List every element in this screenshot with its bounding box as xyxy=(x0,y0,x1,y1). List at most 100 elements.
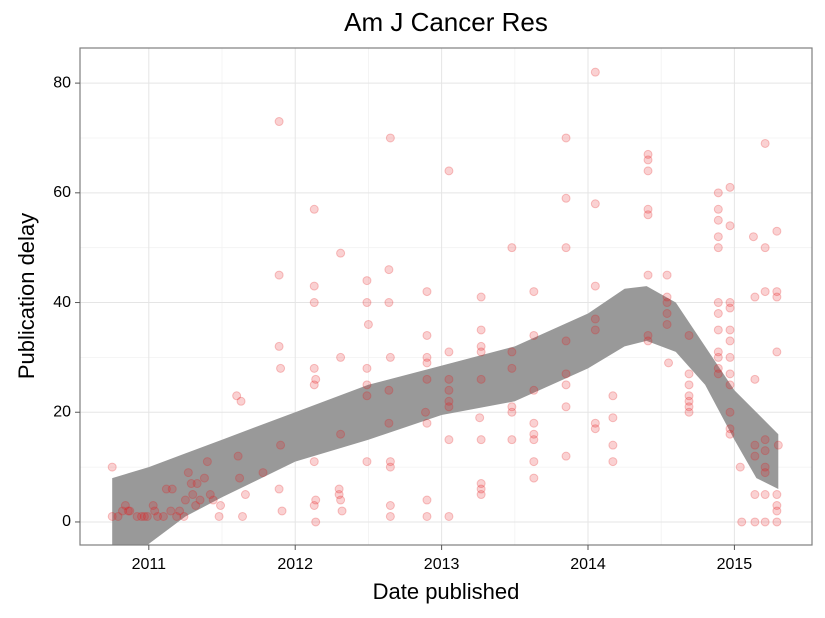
point xyxy=(202,457,212,467)
point xyxy=(476,479,486,489)
point xyxy=(258,468,268,478)
point xyxy=(422,287,432,297)
point xyxy=(643,166,653,176)
point xyxy=(236,396,246,406)
point xyxy=(205,490,215,500)
point xyxy=(684,380,694,390)
point xyxy=(590,325,600,335)
point xyxy=(684,391,694,401)
point xyxy=(760,287,770,297)
point xyxy=(713,204,723,214)
point xyxy=(186,479,196,489)
point xyxy=(238,511,248,521)
point xyxy=(309,457,319,467)
plot-area xyxy=(107,67,783,545)
point xyxy=(713,309,723,319)
x-tick-label: 2014 xyxy=(570,556,606,573)
point xyxy=(760,435,770,445)
point xyxy=(760,517,770,527)
point xyxy=(107,462,117,472)
point xyxy=(274,117,284,127)
point xyxy=(277,506,287,516)
x-tick-label: 2013 xyxy=(424,556,460,573)
point xyxy=(334,484,344,494)
point xyxy=(772,517,782,527)
point xyxy=(561,380,571,390)
point xyxy=(507,347,517,357)
point xyxy=(422,418,432,428)
point xyxy=(760,243,770,253)
point xyxy=(191,501,201,511)
point xyxy=(311,517,321,527)
point xyxy=(750,292,760,302)
point xyxy=(561,133,571,143)
point xyxy=(150,506,160,516)
point xyxy=(476,347,486,357)
point xyxy=(444,166,454,176)
point xyxy=(507,402,517,412)
point xyxy=(158,511,168,521)
point xyxy=(684,402,694,412)
point xyxy=(309,380,319,390)
point xyxy=(476,325,486,335)
point xyxy=(608,440,618,450)
confidence-band xyxy=(112,286,779,545)
point xyxy=(662,319,672,329)
point xyxy=(507,363,517,373)
point xyxy=(507,435,517,445)
point xyxy=(180,495,190,505)
point xyxy=(148,501,158,511)
point xyxy=(475,413,485,423)
point xyxy=(422,495,432,505)
point xyxy=(750,440,760,450)
y-tick-label: 60 xyxy=(53,184,71,201)
point xyxy=(476,292,486,302)
point xyxy=(643,270,653,280)
point xyxy=(125,506,135,516)
point xyxy=(725,352,735,362)
point xyxy=(684,369,694,379)
point xyxy=(175,506,185,516)
point xyxy=(476,341,486,351)
point xyxy=(362,457,372,467)
y-tick-label: 80 xyxy=(53,74,71,91)
point xyxy=(384,265,394,275)
point xyxy=(725,325,735,335)
point xyxy=(311,374,321,384)
point xyxy=(772,226,782,236)
point xyxy=(664,358,674,368)
point xyxy=(725,336,735,346)
point xyxy=(179,511,189,521)
x-tick-label: 2011 xyxy=(132,556,167,573)
point xyxy=(713,215,723,225)
point xyxy=(684,407,694,417)
point xyxy=(529,473,539,483)
point xyxy=(643,210,653,220)
point xyxy=(153,511,163,521)
point xyxy=(713,298,723,308)
point xyxy=(608,457,618,467)
point xyxy=(529,457,539,467)
point xyxy=(336,352,346,362)
point xyxy=(113,511,123,521)
point xyxy=(590,281,600,291)
point xyxy=(529,435,539,445)
point xyxy=(117,506,127,516)
point xyxy=(120,501,130,511)
point xyxy=(274,484,284,494)
axes: 2011 2012 2013 2014 2015 0 20 40 60 80 xyxy=(53,74,752,573)
point xyxy=(199,473,209,483)
point xyxy=(713,352,723,362)
point xyxy=(444,385,454,395)
point xyxy=(240,490,250,500)
point xyxy=(748,232,758,242)
point xyxy=(195,495,205,505)
point xyxy=(561,369,571,379)
point xyxy=(276,440,286,450)
point xyxy=(337,506,347,516)
point xyxy=(276,363,286,373)
point xyxy=(362,380,372,390)
point xyxy=(385,133,395,143)
point xyxy=(772,292,782,302)
